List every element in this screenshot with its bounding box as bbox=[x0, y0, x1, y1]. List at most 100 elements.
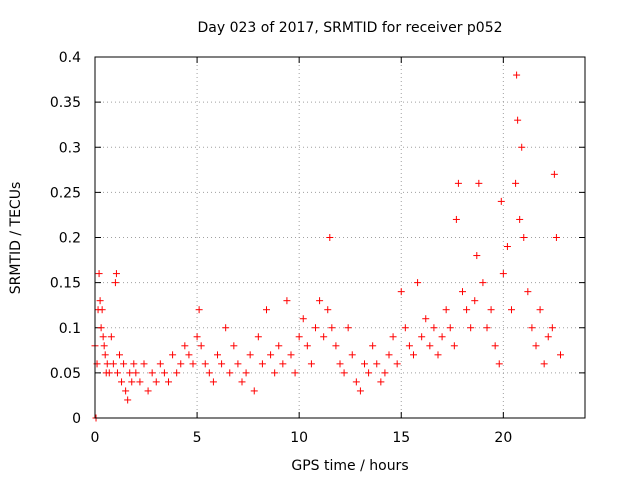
data-point bbox=[107, 333, 115, 341]
data-point bbox=[508, 306, 515, 314]
data-point bbox=[291, 369, 299, 377]
data-point bbox=[434, 351, 442, 359]
x-tick-label: 0 bbox=[91, 430, 100, 446]
data-point bbox=[160, 369, 168, 377]
data-point bbox=[95, 270, 103, 278]
y-axis-label: SRMTID / TECUs bbox=[8, 182, 24, 295]
y-tick-label: 0 bbox=[72, 411, 81, 427]
data-point bbox=[487, 306, 495, 314]
data-points bbox=[91, 71, 564, 422]
data-point bbox=[230, 342, 238, 350]
x-tick-label: 15 bbox=[392, 430, 410, 446]
data-point bbox=[377, 378, 385, 386]
data-point bbox=[336, 360, 344, 368]
data-point bbox=[483, 324, 491, 332]
data-point bbox=[324, 306, 332, 314]
data-point bbox=[118, 378, 126, 386]
data-point bbox=[101, 351, 109, 359]
data-point bbox=[524, 288, 532, 296]
data-point bbox=[312, 324, 319, 332]
data-point bbox=[369, 342, 377, 350]
data-point bbox=[214, 351, 221, 359]
data-point bbox=[475, 179, 483, 187]
data-point bbox=[234, 360, 242, 368]
data-point bbox=[393, 360, 401, 368]
data-point bbox=[430, 324, 438, 332]
data-point bbox=[497, 197, 505, 205]
data-point bbox=[246, 351, 254, 359]
data-point bbox=[381, 369, 389, 377]
y-tick-label: 0.4 bbox=[59, 50, 81, 66]
data-point bbox=[283, 297, 291, 305]
data-point bbox=[185, 351, 193, 359]
data-point bbox=[320, 333, 328, 341]
data-point bbox=[352, 378, 360, 386]
y-tick-label: 0.05 bbox=[50, 366, 81, 382]
data-point bbox=[340, 369, 348, 377]
data-point bbox=[552, 234, 560, 241]
data-point bbox=[422, 315, 430, 323]
data-point bbox=[238, 378, 246, 386]
data-point bbox=[365, 369, 373, 377]
data-point bbox=[550, 170, 558, 178]
data-point bbox=[189, 360, 197, 368]
x-tick-label: 20 bbox=[494, 430, 512, 446]
data-point bbox=[452, 215, 460, 223]
data-point bbox=[109, 360, 117, 368]
data-point bbox=[548, 324, 556, 332]
data-point bbox=[332, 342, 340, 350]
data-point bbox=[96, 297, 104, 305]
data-point bbox=[414, 279, 422, 287]
data-point bbox=[275, 342, 283, 350]
data-point bbox=[303, 342, 311, 350]
data-point bbox=[344, 324, 352, 332]
y-tick-label: 0.1 bbox=[59, 321, 81, 337]
data-point bbox=[514, 116, 522, 124]
data-point bbox=[438, 333, 446, 341]
data-point bbox=[98, 306, 106, 314]
data-point bbox=[140, 360, 148, 368]
data-point bbox=[226, 369, 234, 377]
data-point bbox=[532, 342, 540, 350]
x-axis-label: GPS time / hours bbox=[291, 458, 408, 474]
data-point bbox=[459, 288, 466, 296]
data-point bbox=[271, 369, 279, 377]
data-point bbox=[148, 369, 156, 377]
data-point bbox=[111, 279, 119, 287]
data-point bbox=[385, 351, 393, 359]
data-point bbox=[442, 306, 450, 314]
y-tick-label: 0.3 bbox=[59, 140, 81, 156]
data-point bbox=[209, 378, 217, 386]
data-point bbox=[136, 378, 144, 386]
data-point bbox=[518, 143, 526, 151]
data-point bbox=[499, 270, 507, 278]
data-point bbox=[401, 324, 409, 332]
data-point bbox=[287, 351, 295, 359]
data-point bbox=[126, 369, 134, 377]
data-point bbox=[205, 369, 213, 377]
data-point bbox=[193, 333, 201, 341]
data-point bbox=[520, 234, 528, 241]
data-point bbox=[124, 396, 132, 404]
data-point bbox=[267, 351, 275, 359]
data-point bbox=[197, 342, 205, 350]
data-point bbox=[316, 297, 324, 305]
data-point bbox=[528, 324, 536, 332]
y-tick-label: 0.15 bbox=[50, 276, 81, 292]
y-tick-label: 0.2 bbox=[59, 231, 81, 247]
data-point bbox=[491, 342, 499, 350]
data-point bbox=[201, 360, 209, 368]
data-point bbox=[454, 179, 462, 187]
data-point bbox=[410, 351, 417, 359]
data-point bbox=[418, 333, 426, 341]
data-point bbox=[557, 351, 564, 359]
plot-frame bbox=[94, 56, 586, 419]
data-point bbox=[356, 387, 364, 395]
data-point bbox=[389, 333, 397, 341]
data-point bbox=[116, 351, 123, 359]
data-point bbox=[218, 360, 226, 368]
data-point bbox=[156, 360, 164, 368]
data-point bbox=[122, 387, 130, 395]
data-point bbox=[463, 306, 471, 314]
